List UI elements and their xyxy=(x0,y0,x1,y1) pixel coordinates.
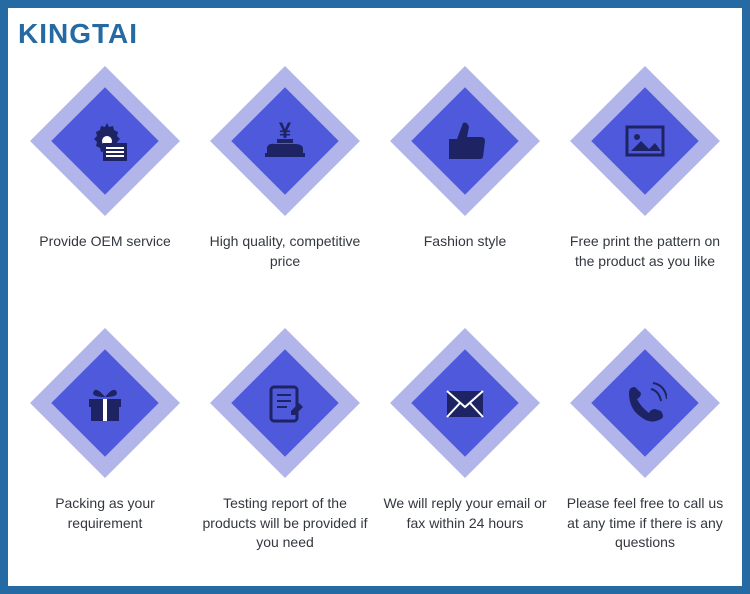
frame: KINGTAI Provide OEM service High quality,… xyxy=(0,0,750,594)
features-grid: Provide OEM service High quality, competi… xyxy=(18,58,732,576)
feature-cell: Please feel free to call us at any time … xyxy=(558,320,732,576)
diamond-wrap xyxy=(210,66,360,216)
diamond-wrap xyxy=(390,328,540,478)
hand-money-icon xyxy=(263,119,307,163)
gear-list-icon xyxy=(83,119,127,163)
feature-cell: Free print the pattern on the product as… xyxy=(558,58,732,314)
envelope-icon xyxy=(443,381,487,425)
feature-cell: Provide OEM service xyxy=(18,58,192,314)
feature-cell: Fashion style xyxy=(378,58,552,314)
diamond-wrap xyxy=(570,328,720,478)
feature-caption: Packing as your requirement xyxy=(18,494,192,533)
feature-caption: Testing report of the products will be p… xyxy=(198,494,372,553)
feature-caption: Free print the pattern on the product as… xyxy=(558,232,732,271)
thumbs-up-icon xyxy=(443,119,487,163)
diamond-wrap xyxy=(390,66,540,216)
feature-caption: Please feel free to call us at any time … xyxy=(558,494,732,553)
report-icon xyxy=(263,381,307,425)
phone-icon xyxy=(623,381,667,425)
gift-icon xyxy=(83,381,127,425)
diamond-wrap xyxy=(30,328,180,478)
feature-caption: Provide OEM service xyxy=(35,232,174,252)
diamond-wrap xyxy=(570,66,720,216)
feature-cell: Packing as your requirement xyxy=(18,320,192,576)
diamond-wrap xyxy=(30,66,180,216)
feature-caption: High quality, competitive price xyxy=(198,232,372,271)
picture-icon xyxy=(623,119,667,163)
feature-cell: High quality, competitive price xyxy=(198,58,372,314)
feature-caption: We will reply your email or fax within 2… xyxy=(378,494,552,533)
feature-cell: Testing report of the products will be p… xyxy=(198,320,372,576)
feature-cell: We will reply your email or fax within 2… xyxy=(378,320,552,576)
feature-caption: Fashion style xyxy=(420,232,510,252)
brand-logo: KINGTAI xyxy=(18,18,732,50)
diamond-wrap xyxy=(210,328,360,478)
